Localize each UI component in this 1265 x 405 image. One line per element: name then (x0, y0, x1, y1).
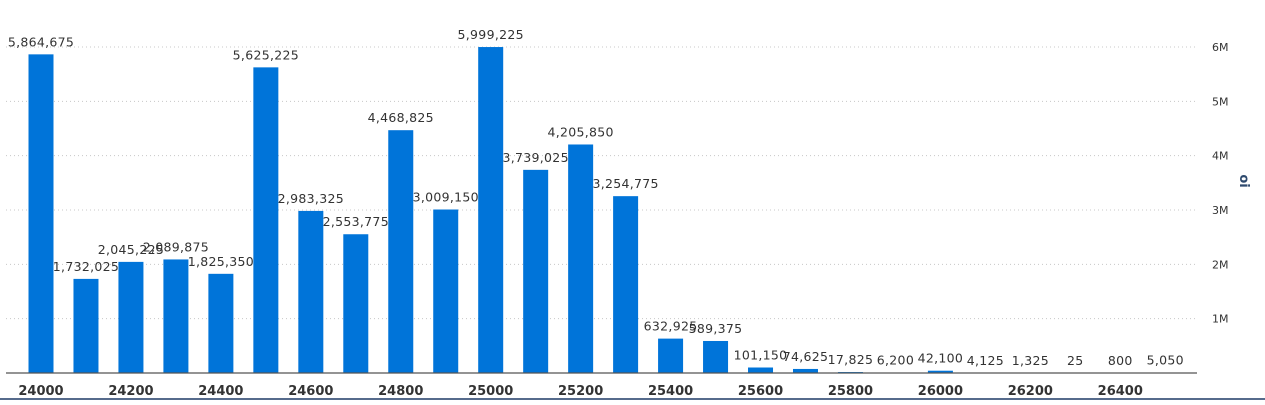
bar-24300 (163, 259, 188, 373)
value-label-25700: 74,625 (783, 349, 829, 364)
bar-25000 (478, 47, 503, 373)
x-tick-label-26200: 26200 (1008, 384, 1053, 399)
y-tick-label: 1M (1212, 313, 1229, 326)
bar-25200 (568, 144, 593, 373)
value-label-26000: 42,100 (918, 351, 964, 366)
x-tick-label-25800: 25800 (828, 384, 873, 399)
bar-25300 (613, 196, 638, 373)
y-tick-label: 3M (1212, 204, 1229, 217)
value-label-25500: 589,375 (689, 321, 743, 336)
value-label-24600: 2,983,325 (278, 191, 344, 206)
x-tick-label-24000: 24000 (18, 384, 63, 399)
x-tick-label-24800: 24800 (378, 384, 423, 399)
value-label-24400: 1,825,350 (188, 254, 254, 269)
value-label-24700: 2,553,775 (323, 214, 389, 229)
value-label-26100: 4,125 (967, 353, 1004, 368)
bar-25700 (793, 369, 818, 373)
value-label-24900: 3,009,150 (413, 190, 479, 205)
value-label-26200: 1,325 (1012, 353, 1049, 368)
y-axis-label: oi (1236, 174, 1251, 187)
x-tick-label-24200: 24200 (108, 384, 153, 399)
x-tick-label-25600: 25600 (738, 384, 783, 399)
y-tick-labels: 1M 2M 3M 4M 5M 6M (1212, 41, 1229, 326)
y-tick-label: 4M (1212, 150, 1229, 163)
value-label-25100: 3,739,025 (503, 150, 569, 165)
x-tick-labels: 24000 24200 24400 24600 24800 25000 25200 25400… (18, 384, 1143, 399)
y-tick-label: 2M (1212, 258, 1229, 271)
value-label-25800: 17,825 (828, 352, 874, 367)
bar-24700 (343, 234, 368, 373)
x-tick-label-25400: 25400 (648, 384, 693, 399)
value-label-25000: 5,999,225 (458, 27, 524, 42)
bars (29, 47, 1178, 373)
bar-24800 (388, 130, 413, 373)
value-label-24300: 2,089,875 (143, 239, 209, 254)
value-label-24800: 4,468,825 (368, 110, 434, 125)
bar-24100 (73, 279, 98, 373)
bar-24600 (298, 211, 323, 373)
value-label-25200: 4,205,850 (547, 124, 613, 139)
x-tick-label-25200: 25200 (558, 384, 603, 399)
bar-25500 (703, 341, 728, 373)
x-tick-label-24600: 24600 (288, 384, 333, 399)
bar-24000 (29, 54, 54, 373)
value-label-26300: 25 (1067, 353, 1084, 368)
bar-24400 (208, 274, 233, 373)
value-label-25600: 101,150 (734, 348, 788, 363)
y-tick-label: 5M (1212, 95, 1229, 108)
bar-25600 (748, 368, 773, 373)
y-tick-label: 6M (1212, 41, 1229, 54)
value-label-25300: 3,254,775 (592, 176, 658, 191)
bar-24200 (118, 262, 143, 373)
value-label-24100: 1,732,025 (53, 259, 119, 274)
bar-25400 (658, 339, 683, 373)
value-label-26500: 5,050 (1147, 353, 1184, 368)
bar-24500 (253, 67, 278, 373)
x-tick-label-26000: 26000 (918, 384, 963, 399)
x-tick-label-25000: 25000 (468, 384, 513, 399)
x-tick-label-26400: 26400 (1098, 384, 1143, 399)
value-label-24500: 5,625,225 (233, 47, 299, 62)
value-label-26400: 800 (1108, 353, 1133, 368)
bar-25100 (523, 170, 548, 373)
bar-24900 (433, 210, 458, 373)
value-label-24000: 5,864,675 (8, 34, 74, 49)
x-tick-label-24400: 24400 (198, 384, 243, 399)
value-label-25900: 6,200 (877, 353, 914, 368)
